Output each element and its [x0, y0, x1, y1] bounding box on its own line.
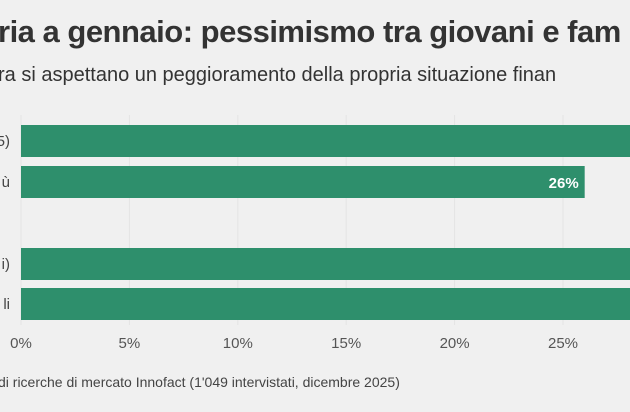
x-tick-label: 5%: [119, 335, 141, 352]
chart-title: ria a gennaio: pessimismo tra giovani e …: [0, 14, 621, 49]
bar: [21, 125, 630, 157]
x-tick-label: 20%: [440, 335, 470, 352]
x-tick-label: 15%: [331, 335, 361, 352]
data-label: 26%: [549, 175, 579, 192]
bar: [21, 248, 630, 280]
bar: [21, 288, 630, 320]
source-note: di ricerche di mercato Innofact (1'049 i…: [0, 374, 400, 390]
category-label: i): [2, 256, 10, 273]
x-tick-label: 25%: [548, 335, 578, 352]
x-tick-label: 0%: [10, 335, 32, 352]
category-label: li: [3, 296, 10, 313]
category-label: ù: [2, 174, 10, 191]
category-label: 5): [0, 133, 10, 150]
chart-subtitle: ra si aspettano un peggioramento della p…: [0, 64, 557, 86]
x-tick-label: 10%: [223, 335, 253, 352]
bar: [21, 166, 585, 198]
